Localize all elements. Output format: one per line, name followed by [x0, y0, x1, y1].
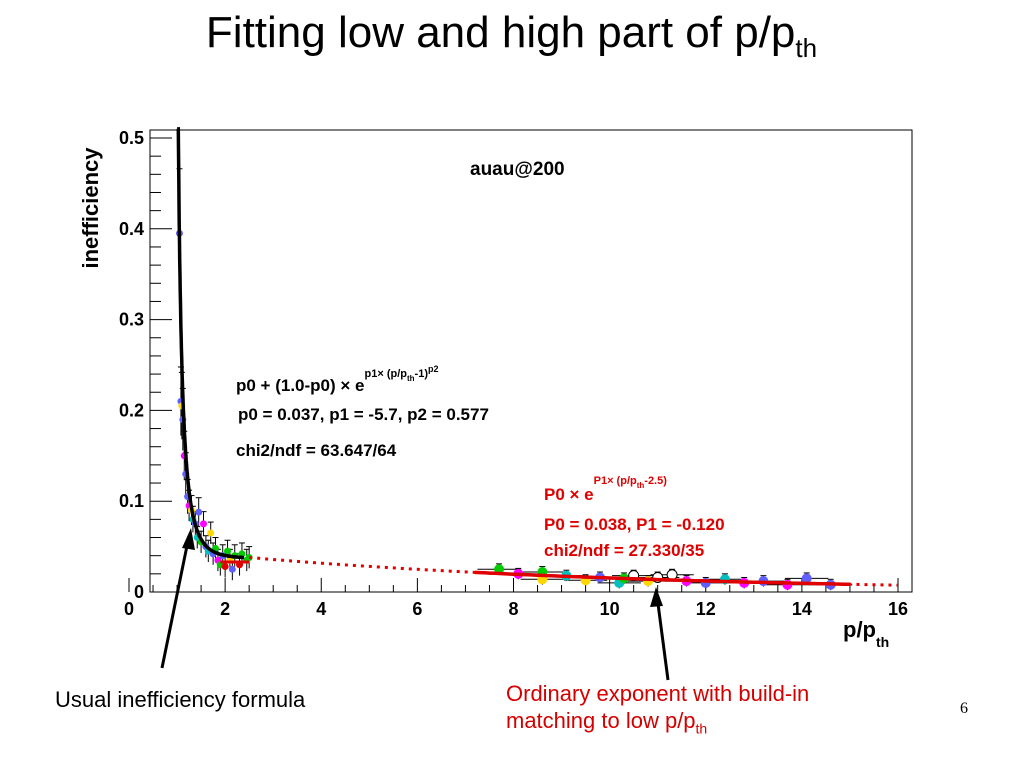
y-tick-label: 0	[134, 582, 144, 602]
high-fit-chi2: chi2/ndf = 27.330/35	[544, 541, 704, 560]
x-tick-label: 14	[792, 599, 812, 619]
y-tick-label: 0.3	[119, 310, 144, 330]
axis-ticks: 0 2 4 6 8 10 12 14 16 0 0.1 0.2 0.3 0.4 0.5	[119, 128, 908, 619]
left-callout-arrowhead	[182, 528, 195, 550]
low-fit-formula-exp: p1× (p/p	[365, 368, 408, 380]
high-fit-formula-exp-tail: -2.5)	[644, 475, 667, 487]
data-point	[195, 508, 203, 516]
x-tick-label: 2	[220, 599, 230, 619]
x-axis-label-main: p/p	[843, 617, 876, 642]
right-callout-arrow	[655, 595, 670, 681]
y-axis-label: inefficiency	[78, 147, 103, 269]
x-tick-label: 16	[888, 599, 908, 619]
x-tick-label: 10	[600, 599, 620, 619]
low-fit-curve	[176, 127, 245, 560]
data-point	[207, 529, 215, 537]
plot-frame	[149, 129, 913, 593]
x-axis-label: p/pth	[843, 617, 889, 650]
caption-high-fit-line1: Ordinary exponent with build-in	[506, 681, 810, 706]
high-fit-params: P0 = 0.038, P1 = -0.120	[544, 515, 725, 534]
x-tick-label: 0	[124, 599, 134, 619]
low-fit-formula-base: p0 + (1.0-p0) × e	[236, 376, 365, 395]
dataset-label: auau@200	[470, 159, 565, 180]
caption-low-fit: Usual inefficiency formula	[55, 687, 306, 712]
low-fit-chi2: chi2/ndf = 63.647/64	[236, 441, 397, 460]
caption-high-fit: Ordinary exponent with build-in matching…	[506, 680, 926, 742]
left-callout-arrow	[160, 535, 191, 669]
y-tick-label: 0.2	[119, 400, 144, 420]
caption-high-fit-sub: th	[695, 720, 708, 737]
data-point	[221, 563, 229, 571]
high-fit-formula: P0 × eP1× (p/pth-2.5)	[544, 475, 667, 504]
page-number: 6	[960, 700, 968, 717]
x-tick-label: 12	[696, 599, 716, 619]
y-tick-label: 0.5	[119, 128, 144, 148]
slide-title-text: Fitting low and high part of p/p	[205, 8, 796, 57]
slide-title: Fitting low and high part of p/pth	[0, 8, 1023, 64]
low-fit-formula: p0 + (1.0-p0) × ep1× (p/pth-1)p2	[236, 364, 439, 395]
x-axis-label-sub: th	[876, 634, 889, 650]
data-point	[228, 565, 236, 573]
high-fit-formula-base: P0 × e	[544, 485, 594, 504]
x-tick-label: 8	[508, 599, 518, 619]
caption-high-fit-line2: matching to low p/pth	[506, 707, 926, 742]
y-tick-label: 0.1	[119, 491, 144, 511]
data-point	[224, 547, 232, 555]
y-tick-label: 0.4	[119, 219, 144, 239]
data-point	[245, 553, 253, 561]
fit-curves	[176, 127, 899, 587]
high-fit-curve	[475, 570, 850, 587]
caption-high-fit-line2-text: matching to low p/p	[506, 708, 696, 733]
slide-title-sub: th	[795, 32, 818, 63]
x-tick-label: 4	[316, 599, 326, 619]
x-tick-label: 6	[412, 599, 422, 619]
data-point	[801, 573, 812, 584]
low-fit-formula-exp-pow: p2	[428, 364, 439, 374]
low-fit-formula-exp-tail: -1)	[415, 368, 429, 380]
data-point	[199, 520, 207, 528]
high-fit-formula-exp: P1× (p/p	[594, 475, 637, 487]
right-callout-arrowhead	[650, 587, 663, 607]
high-fit-formula-exp-sub: th	[637, 481, 645, 490]
low-fit-params: p0 = 0.037, p1 = -5.7, p2 = 0.577	[238, 405, 489, 424]
low-fit-formula-exp-sub: th	[407, 374, 415, 383]
